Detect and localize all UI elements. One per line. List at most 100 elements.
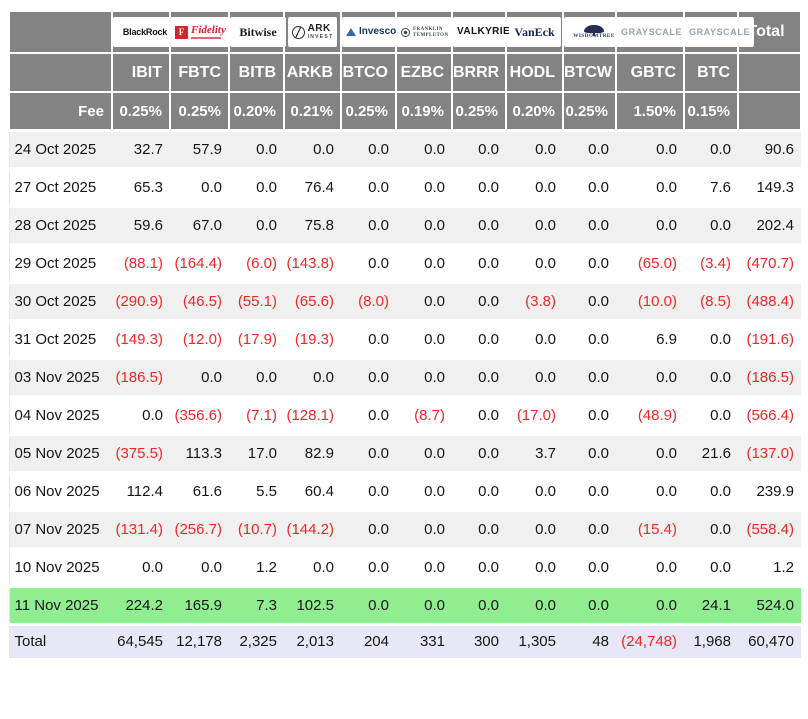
etf-flow-table: BlackRock F Fidelity Bitwise [8, 10, 802, 658]
fidelity-tagline-line [191, 37, 221, 39]
value-cell: 0.0 [535, 521, 556, 538]
templeton-text: TEMPLETON [413, 32, 449, 38]
value-cell: (356.6) [174, 407, 222, 424]
value-cell: (65.0) [637, 255, 677, 272]
value-cell: 0.0 [588, 521, 609, 538]
value-cell: 0.0 [710, 217, 731, 234]
value-cell: (3.4) [700, 255, 731, 272]
bitwise-logo-cell: Bitwise [228, 10, 286, 54]
value-cell: 0.0 [424, 559, 445, 576]
value-cell: 113.3 [185, 445, 222, 462]
vaneck-logo: VanEck [508, 17, 561, 47]
table-header: BlackRock F Fidelity Bitwise [8, 10, 802, 132]
value-cell: 1.2 [773, 559, 794, 576]
ticker-cell: EZBC [395, 52, 453, 93]
value-cell: 112.4 [126, 483, 163, 500]
value-cell: 0.0 [656, 597, 677, 614]
value-cell: 0.0 [368, 559, 389, 576]
value-cell: (17.9) [237, 331, 277, 348]
value-cell: (10.7) [237, 521, 277, 538]
fee-label: Fee [8, 91, 113, 132]
value-cell: 32.7 [133, 141, 163, 158]
ark-logo-cell: ARK INVEST [283, 10, 342, 54]
value-cell: 524.0 [756, 597, 794, 614]
fee-cell: 0.19% [395, 91, 453, 132]
table-row: 29 Oct 2025 (88.1) (164.4) (6.0) (143.8) 0.0 0… [9, 244, 801, 283]
value-cell: (3.8) [525, 293, 556, 310]
value-cell: 0.0 [478, 141, 499, 158]
value-cell: 1.2 [256, 559, 277, 576]
invesco-logo: Invesco [342, 17, 401, 47]
value-cell: 0.0 [313, 559, 334, 576]
table-row: 06 Nov 2025 112.4 61.6 5.5 60.4 0.0 0.0 0.0 0.0 0… [9, 472, 801, 511]
value-cell: 0.0 [656, 559, 677, 576]
value-cell: 0.0 [535, 369, 556, 386]
value-cell: (143.8) [286, 255, 334, 272]
value-cell: 0.0 [710, 559, 731, 576]
fee-cell: 0.21% [283, 91, 342, 132]
value-cell: 59.6 [133, 217, 163, 234]
date-cell: 10 Nov 2025 [14, 559, 100, 576]
value-cell: 0.0 [478, 521, 499, 538]
value-cell: (6.0) [246, 255, 277, 272]
value-cell: 0.0 [535, 331, 556, 348]
value-cell: 0.0 [142, 407, 163, 424]
value-cell: 90.6 [764, 141, 794, 158]
invesco-logo-cell: Invesco [340, 10, 401, 54]
value-cell: 0.0 [710, 483, 731, 500]
value-cell: 75.8 [304, 217, 334, 234]
fee-cell: 0.25% [111, 91, 171, 132]
fidelity-text: Fidelity [191, 24, 226, 36]
total-value-cell: 2,325 [239, 633, 277, 651]
value-cell: 0.0 [478, 407, 499, 424]
franklin-wordmark: FRANKLIN TEMPLETON [413, 27, 448, 38]
fee-row: Fee 0.25% 0.25% 0.20% 0.21% 0.25% 0.19% 0.25% 0.… [8, 91, 802, 132]
value-cell: 0.0 [535, 141, 556, 158]
tickers-row: IBIT FBTC BITB ARKB BTCO EZBC BRRR HODL BTCW GBTC… [8, 52, 802, 93]
value-cell: 0.0 [142, 559, 163, 576]
value-cell: 0.0 [588, 255, 609, 272]
value-cell: 0.0 [656, 141, 677, 158]
table-row: 31 Oct 2025 (149.3) (12.0) (17.9) (19.3) 0.0 0… [9, 320, 801, 359]
ticker-cell: BTC [683, 52, 739, 93]
value-cell: 0.0 [424, 179, 445, 196]
wisdomtree-logo-cell: WISDOMTREE [562, 10, 624, 54]
value-cell: (191.6) [746, 331, 794, 348]
value-cell: (15.4) [637, 521, 677, 538]
value-cell: (17.0) [516, 407, 556, 424]
date-cell: 11 Nov 2025 [14, 597, 99, 614]
table-row: 27 Oct 2025 65.3 0.0 0.0 76.4 0.0 0.0 0.0 0.0 0.0… [9, 168, 801, 207]
table-row: 05 Nov 2025 (375.5) 113.3 17.0 82.9 0.0 0.0 0.0… [9, 434, 801, 473]
table-row: 11 Nov 2025 224.2 165.9 7.3 102.5 0.0 0.0 0.0 0.… [9, 586, 801, 625]
value-cell: 0.0 [656, 483, 677, 500]
ark-invest-logo: ARK INVEST [287, 17, 338, 47]
date-cell: 28 Oct 2025 [14, 217, 97, 234]
value-cell: (128.1) [286, 407, 334, 424]
total-row: Total 64,545 12,178 2,325 2,013 204 331 300 1,30… [9, 624, 801, 658]
value-cell: 0.0 [424, 597, 445, 614]
table-row: 04 Nov 2025 0.0 (356.6) (7.1) (128.1) 0.0 (8.7… [9, 396, 801, 435]
grayscale-logo-cell: GRAYSCALE [615, 10, 687, 54]
fee-cell: 0.20% [505, 91, 564, 132]
value-cell: 0.0 [535, 483, 556, 500]
value-cell: 0.0 [656, 217, 677, 234]
value-cell: (12.0) [182, 331, 222, 348]
value-cell: 0.0 [368, 483, 389, 500]
total-value-cell: 48 [592, 633, 609, 651]
value-cell: 202.4 [756, 217, 794, 234]
value-cell: 65.3 [133, 179, 163, 196]
blackrock-logo: BlackRock [113, 17, 177, 47]
value-cell: 0.0 [478, 483, 499, 500]
value-cell: 0.0 [478, 331, 499, 348]
franklin-logo-cell: FRANKLIN TEMPLETON [395, 10, 453, 54]
date-cell: 31 Oct 2025 [14, 331, 97, 348]
value-cell: (375.5) [115, 445, 163, 462]
fee-cell: 1.50% [615, 91, 685, 132]
fee-spacer-cell [737, 91, 802, 132]
total-value-cell: 1,305 [518, 633, 556, 651]
value-cell: 0.0 [656, 369, 677, 386]
value-cell: 0.0 [535, 255, 556, 272]
value-cell: 0.0 [588, 331, 609, 348]
value-cell: 0.0 [710, 521, 731, 538]
fee-cell: 0.15% [683, 91, 739, 132]
